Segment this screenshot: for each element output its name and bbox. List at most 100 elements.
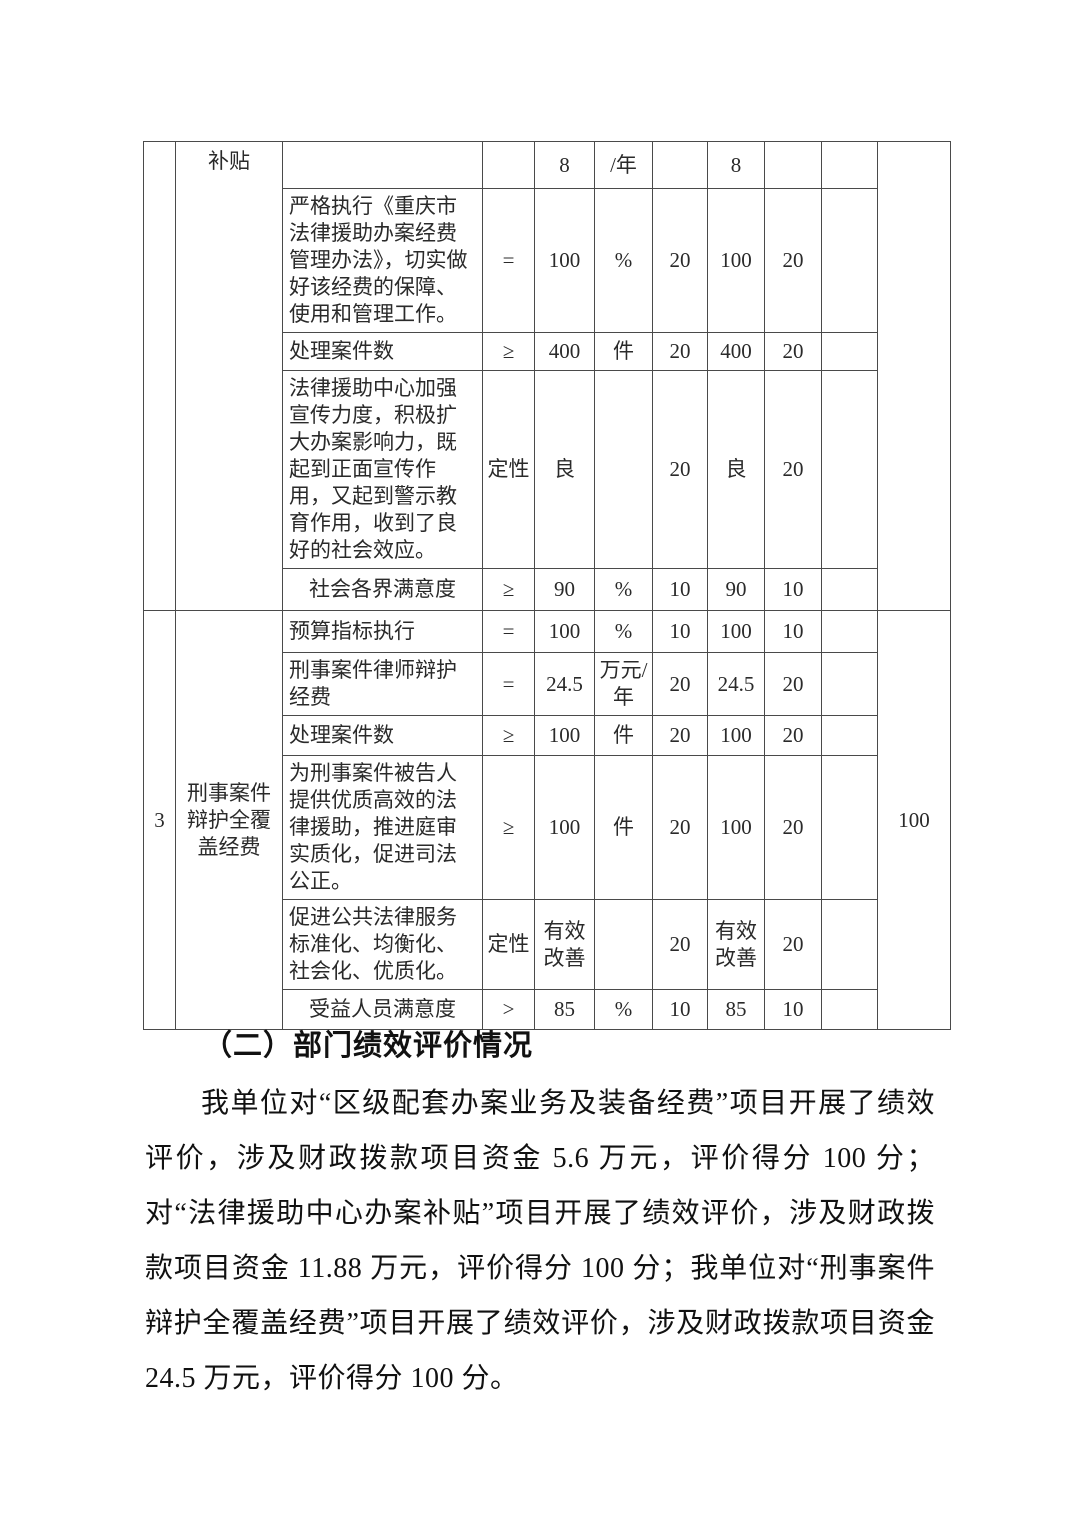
table-row: 为刑事案件被告人提供优质高效的法律援助，推进庭审实质化，促进司法公正。 ≥ 10… xyxy=(144,755,951,900)
score-cell: 10 xyxy=(764,989,822,1030)
score-cell: 20 xyxy=(764,370,822,569)
symbol-cell: ≥ xyxy=(482,755,535,900)
unit-cell: 万元/年 xyxy=(594,652,653,716)
actual-value-cell: 100 xyxy=(707,755,765,900)
empty-cell xyxy=(821,188,878,333)
indicator-cell xyxy=(282,141,483,189)
serial-cell xyxy=(143,141,176,611)
empty-cell xyxy=(821,715,878,756)
symbol-cell xyxy=(482,141,535,189)
target-value-cell: 90 xyxy=(534,568,595,611)
table-row: 处理案件数 ≥ 100 件 20 100 20 xyxy=(144,715,951,756)
actual-value-cell: 8 xyxy=(707,141,765,189)
table-row: 法律援助中心加强宣传力度，积极扩大办案影响力，既起到正面宣传作用，又起到警示教育… xyxy=(144,370,951,569)
unit-cell: /年 xyxy=(594,141,653,189)
score-cell: 10 xyxy=(764,610,822,653)
unit-cell xyxy=(594,370,653,569)
total-score-cell: 100 xyxy=(877,610,951,1030)
indicator-cell: 法律援助中心加强宣传力度，积极扩大办案影响力，既起到正面宣传作用，又起到警示教育… xyxy=(282,370,483,569)
score-cell: 20 xyxy=(764,188,822,333)
actual-value-cell: 100 xyxy=(707,188,765,333)
unit-cell: 件 xyxy=(594,332,653,371)
indicator-cell: 受益人员满意度 xyxy=(282,989,483,1030)
actual-value-cell: 100 xyxy=(707,715,765,756)
target-value-cell: 有效改善 xyxy=(534,899,595,990)
indicator-cell: 严格执行《重庆市法律援助办案经费管理办法》，切实做好该经费的保障、使用和管理工作… xyxy=(282,188,483,333)
table-row: 受益人员满意度 > 85 % 10 85 10 xyxy=(144,989,951,1030)
score-cell: 20 xyxy=(764,899,822,990)
table-row: 刑事案件律师辩护经费 = 24.5 万元/年 20 24.5 20 xyxy=(144,652,951,716)
symbol-cell: ≥ xyxy=(482,332,535,371)
target-value-cell: 400 xyxy=(534,332,595,371)
total-score-cell xyxy=(877,141,951,611)
symbol-cell: 定性 xyxy=(482,370,535,569)
actual-value-cell: 100 xyxy=(707,610,765,653)
performance-table: 补贴 8 /年 8 严格执行《重庆市法律援助办案经费管理办法》，切实做好该经费的… xyxy=(143,141,951,1030)
weight-cell: 20 xyxy=(652,188,708,333)
table-row: 处理案件数 ≥ 400 件 20 400 20 xyxy=(144,332,951,371)
target-value-cell: 85 xyxy=(534,989,595,1030)
score-cell: 20 xyxy=(764,652,822,716)
target-value-cell: 良 xyxy=(534,370,595,569)
empty-cell xyxy=(821,370,878,569)
symbol-cell: = xyxy=(482,652,535,716)
weight-cell: 20 xyxy=(652,370,708,569)
weight-cell: 20 xyxy=(652,755,708,900)
actual-value-cell: 400 xyxy=(707,332,765,371)
symbol-cell: ≥ xyxy=(482,715,535,756)
serial-cell: 3 xyxy=(143,610,176,1030)
indicator-cell: 刑事案件律师辩护经费 xyxy=(282,652,483,716)
weight-cell: 10 xyxy=(652,610,708,653)
unit-cell xyxy=(594,899,653,990)
actual-value-cell: 85 xyxy=(707,989,765,1030)
actual-value-cell: 90 xyxy=(707,568,765,611)
project-name-cell: 刑事案件辩护全覆盖经费 xyxy=(175,610,283,1030)
empty-cell xyxy=(821,332,878,371)
weight-cell: 20 xyxy=(652,899,708,990)
table-row: 严格执行《重庆市法律援助办案经费管理办法》，切实做好该经费的保障、使用和管理工作… xyxy=(144,188,951,333)
table-row: 促进公共法律服务标准化、均衡化、社会化、优质化。 定性 有效改善 20 有效改善… xyxy=(144,899,951,990)
empty-cell xyxy=(821,652,878,716)
actual-value-cell: 有效改善 xyxy=(707,899,765,990)
empty-cell xyxy=(821,899,878,990)
indicator-cell: 预算指标执行 xyxy=(282,610,483,653)
symbol-cell: = xyxy=(482,610,535,653)
table-row: 3 刑事案件辩护全覆盖经费 预算指标执行 = 100 % 10 100 10 1… xyxy=(143,610,951,1030)
score-cell: 20 xyxy=(764,332,822,371)
weight-cell: 20 xyxy=(652,652,708,716)
indicator-cell: 处理案件数 xyxy=(282,332,483,371)
indicator-cell: 处理案件数 xyxy=(282,715,483,756)
target-value-cell: 100 xyxy=(534,715,595,756)
weight-cell: 10 xyxy=(652,568,708,611)
weight-cell: 20 xyxy=(652,332,708,371)
target-value-cell: 24.5 xyxy=(534,652,595,716)
unit-cell: 件 xyxy=(594,715,653,756)
empty-cell xyxy=(821,568,878,611)
actual-value-cell: 良 xyxy=(707,370,765,569)
weight-cell xyxy=(652,141,708,189)
indicator-cell: 促进公共法律服务标准化、均衡化、社会化、优质化。 xyxy=(282,899,483,990)
symbol-cell: 定性 xyxy=(482,899,535,990)
unit-cell: 件 xyxy=(594,755,653,900)
actual-value-cell: 24.5 xyxy=(707,652,765,716)
unit-cell: % xyxy=(594,188,653,333)
score-cell: 20 xyxy=(764,755,822,900)
unit-cell: % xyxy=(594,568,653,611)
score-cell xyxy=(764,141,822,189)
target-value-cell: 100 xyxy=(534,610,595,653)
project-name-cell: 补贴 xyxy=(175,141,283,611)
score-cell: 10 xyxy=(764,568,822,611)
symbol-cell: ≥ xyxy=(482,568,535,611)
score-cell: 20 xyxy=(764,715,822,756)
unit-cell: % xyxy=(594,989,653,1030)
body-paragraph: 我单位对“区级配套办案业务及装备经费”项目开展了绩效评价，涉及财政拨款项目资金 … xyxy=(145,1088,935,1394)
empty-cell xyxy=(821,141,878,189)
empty-cell xyxy=(821,755,878,900)
target-value-cell: 8 xyxy=(534,141,595,189)
unit-cell: % xyxy=(594,610,653,653)
section-heading: （二）部门绩效评价情况 xyxy=(203,1030,534,1062)
empty-cell xyxy=(821,989,878,1030)
table-row: 社会各界满意度 ≥ 90 % 10 90 10 xyxy=(144,568,951,611)
indicator-cell: 为刑事案件被告人提供优质高效的法律援助，推进庭审实质化，促进司法公正。 xyxy=(282,755,483,900)
indicator-cell: 社会各界满意度 xyxy=(282,568,483,611)
